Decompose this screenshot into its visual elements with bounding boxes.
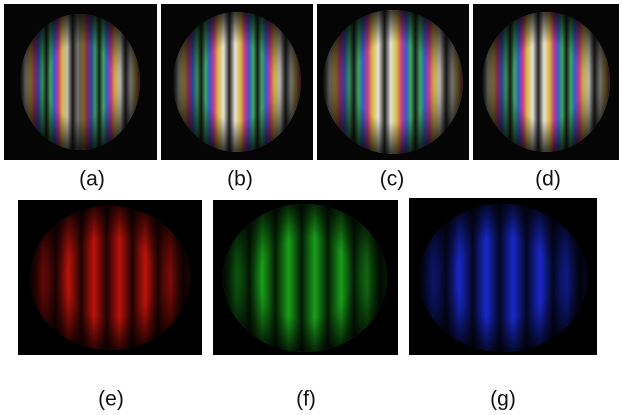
panel-label: (g)	[490, 388, 516, 411]
panel-label: (a)	[79, 168, 105, 191]
panel-f	[213, 200, 398, 355]
panel-g	[409, 198, 597, 355]
panel-b	[161, 4, 313, 160]
panel-label: (c)	[380, 168, 405, 191]
panel-e	[18, 200, 202, 355]
panel-label: (d)	[535, 168, 561, 191]
panel-d	[473, 4, 619, 160]
panel-a	[4, 4, 157, 160]
panel-c	[317, 4, 469, 160]
panel-label: (f)	[296, 388, 316, 411]
figure: (a) (b) (c) (d) (e) (f) (g)	[0, 0, 622, 415]
page: (a) (b) (c) (d) (e) (f) (g) (() => { con…	[0, 0, 622, 415]
panel-label: (b)	[227, 168, 253, 191]
panel-label: (e)	[98, 388, 124, 411]
